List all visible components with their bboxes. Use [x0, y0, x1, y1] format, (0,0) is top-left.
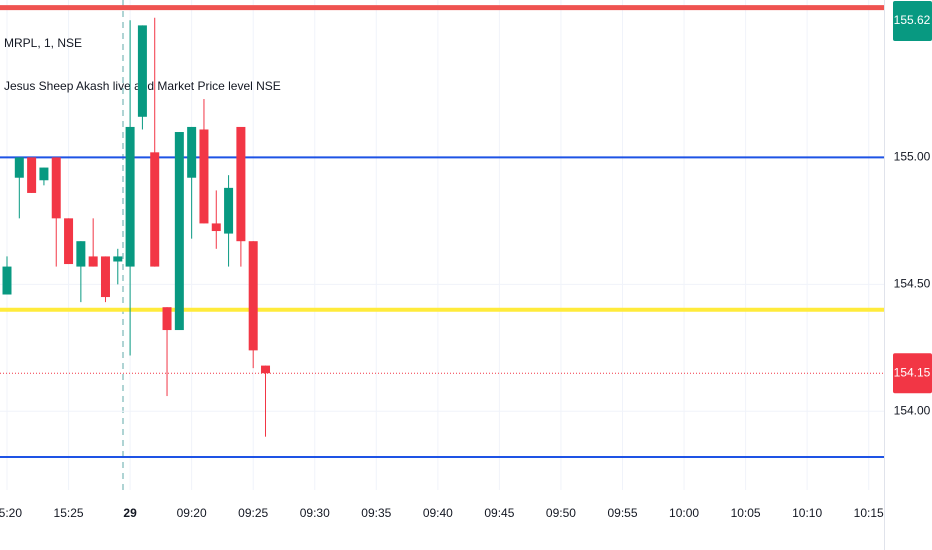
plot — [0, 0, 884, 490]
x-tick-label: 09:35 — [361, 506, 391, 520]
candle-body — [224, 187, 234, 234]
candle-body — [162, 307, 172, 331]
candle-body — [137, 25, 147, 117]
candle-body — [125, 126, 135, 267]
x-tick-label: 09:40 — [423, 506, 453, 520]
candle-body — [100, 256, 110, 298]
x-tick-label: 15:25 — [54, 506, 84, 520]
candle-body — [236, 126, 246, 242]
candle-body — [51, 157, 61, 219]
candle-body — [113, 256, 123, 262]
candle-body — [39, 167, 49, 181]
x-tick-label: 09:45 — [484, 506, 514, 520]
candle-body — [88, 256, 98, 267]
x-tick-label: 10:00 — [669, 506, 699, 520]
candle-body — [27, 157, 37, 193]
candle-body — [187, 126, 197, 178]
candle-body — [174, 132, 184, 331]
candle-body — [248, 241, 258, 351]
x-tick-label: 09:30 — [300, 506, 330, 520]
y-tick-label: 154.00 — [894, 403, 931, 417]
candle-body — [76, 241, 86, 267]
x-tick-label: 15:20 — [0, 506, 22, 520]
x-tick-label: 09:20 — [177, 506, 207, 520]
price-label: 154.15 — [894, 365, 931, 379]
chart-title: MRPL, 1, NSE — [4, 36, 82, 50]
x-tick-label: 09:25 — [238, 506, 268, 520]
candle-body — [150, 152, 160, 267]
candle-body — [261, 365, 271, 374]
candle-body — [14, 157, 24, 178]
y-tick-label: 155.00 — [894, 150, 931, 164]
candle-body — [64, 218, 74, 265]
x-tick-label: 29 — [123, 506, 137, 520]
candle-body — [2, 266, 12, 295]
price-label-box — [893, 1, 932, 41]
x-tick-label: 09:55 — [607, 506, 637, 520]
x-tick-label: 09:50 — [546, 506, 576, 520]
x-tick-label: 10:05 — [731, 506, 761, 520]
price-label-box — [893, 353, 932, 394]
x-tick-label: 10:10 — [792, 506, 822, 520]
candle-body — [199, 129, 209, 224]
y-tick-label: 154.50 — [894, 277, 931, 291]
candle-body — [211, 223, 221, 232]
x-tick-label: 10:15 — [854, 506, 884, 520]
price-label: 155.62 — [894, 13, 931, 27]
